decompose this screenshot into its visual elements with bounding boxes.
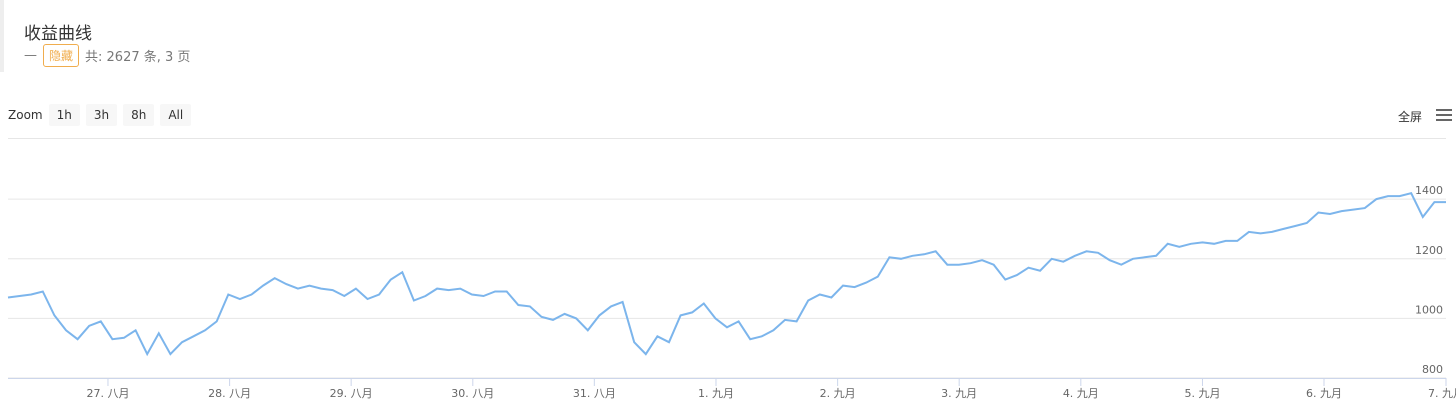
x-tick-label: 29. 八月 bbox=[330, 387, 373, 400]
menu-button[interactable] bbox=[1436, 109, 1452, 124]
x-tick-label: 7. 九月 bbox=[1428, 387, 1456, 400]
zoom-label: Zoom bbox=[8, 108, 43, 122]
x-tick-label: 31. 八月 bbox=[573, 387, 616, 400]
subheader: — 隐藏 共: 2627 条, 3 页 bbox=[24, 44, 190, 67]
page-title: 收益曲线 bbox=[24, 24, 92, 44]
x-tick-label: 27. 八月 bbox=[86, 387, 129, 400]
x-tick-label: 5. 九月 bbox=[1184, 387, 1220, 400]
y-tick-label: 1400 bbox=[1415, 184, 1443, 197]
y-tick-label: 1000 bbox=[1415, 303, 1443, 316]
y-tick-label: 1200 bbox=[1415, 244, 1443, 257]
y-tick-label: 800 bbox=[1422, 363, 1443, 376]
fullscreen-button[interactable]: 全屏 bbox=[1397, 110, 1422, 124]
x-tick-label: 4. 九月 bbox=[1063, 387, 1099, 400]
summary: 共: 2627 条, 3 页 bbox=[85, 50, 191, 65]
x-tick-label: 28. 八月 bbox=[208, 387, 251, 400]
x-tick-label: 30. 八月 bbox=[451, 387, 494, 400]
zoom-button[interactable]: All bbox=[160, 104, 192, 126]
x-tick-label: 6. 九月 bbox=[1306, 387, 1342, 400]
zoom-button[interactable]: 8h bbox=[123, 104, 155, 126]
zoom-button[interactable]: 1h bbox=[48, 104, 80, 126]
x-tick-label: 3. 九月 bbox=[941, 387, 977, 400]
zoom-button[interactable]: 3h bbox=[85, 104, 118, 126]
header-accent bbox=[0, 0, 4, 72]
x-tick-label: 1. 九月 bbox=[698, 387, 734, 400]
hide-badge[interactable]: 隐藏 bbox=[43, 44, 80, 67]
dash: — bbox=[24, 48, 37, 63]
zoom-bar: Zoom 1h 3h 8h All bbox=[8, 104, 192, 126]
equity-line bbox=[7, 192, 1446, 357]
x-tick-label: 2. 九月 bbox=[820, 387, 856, 400]
